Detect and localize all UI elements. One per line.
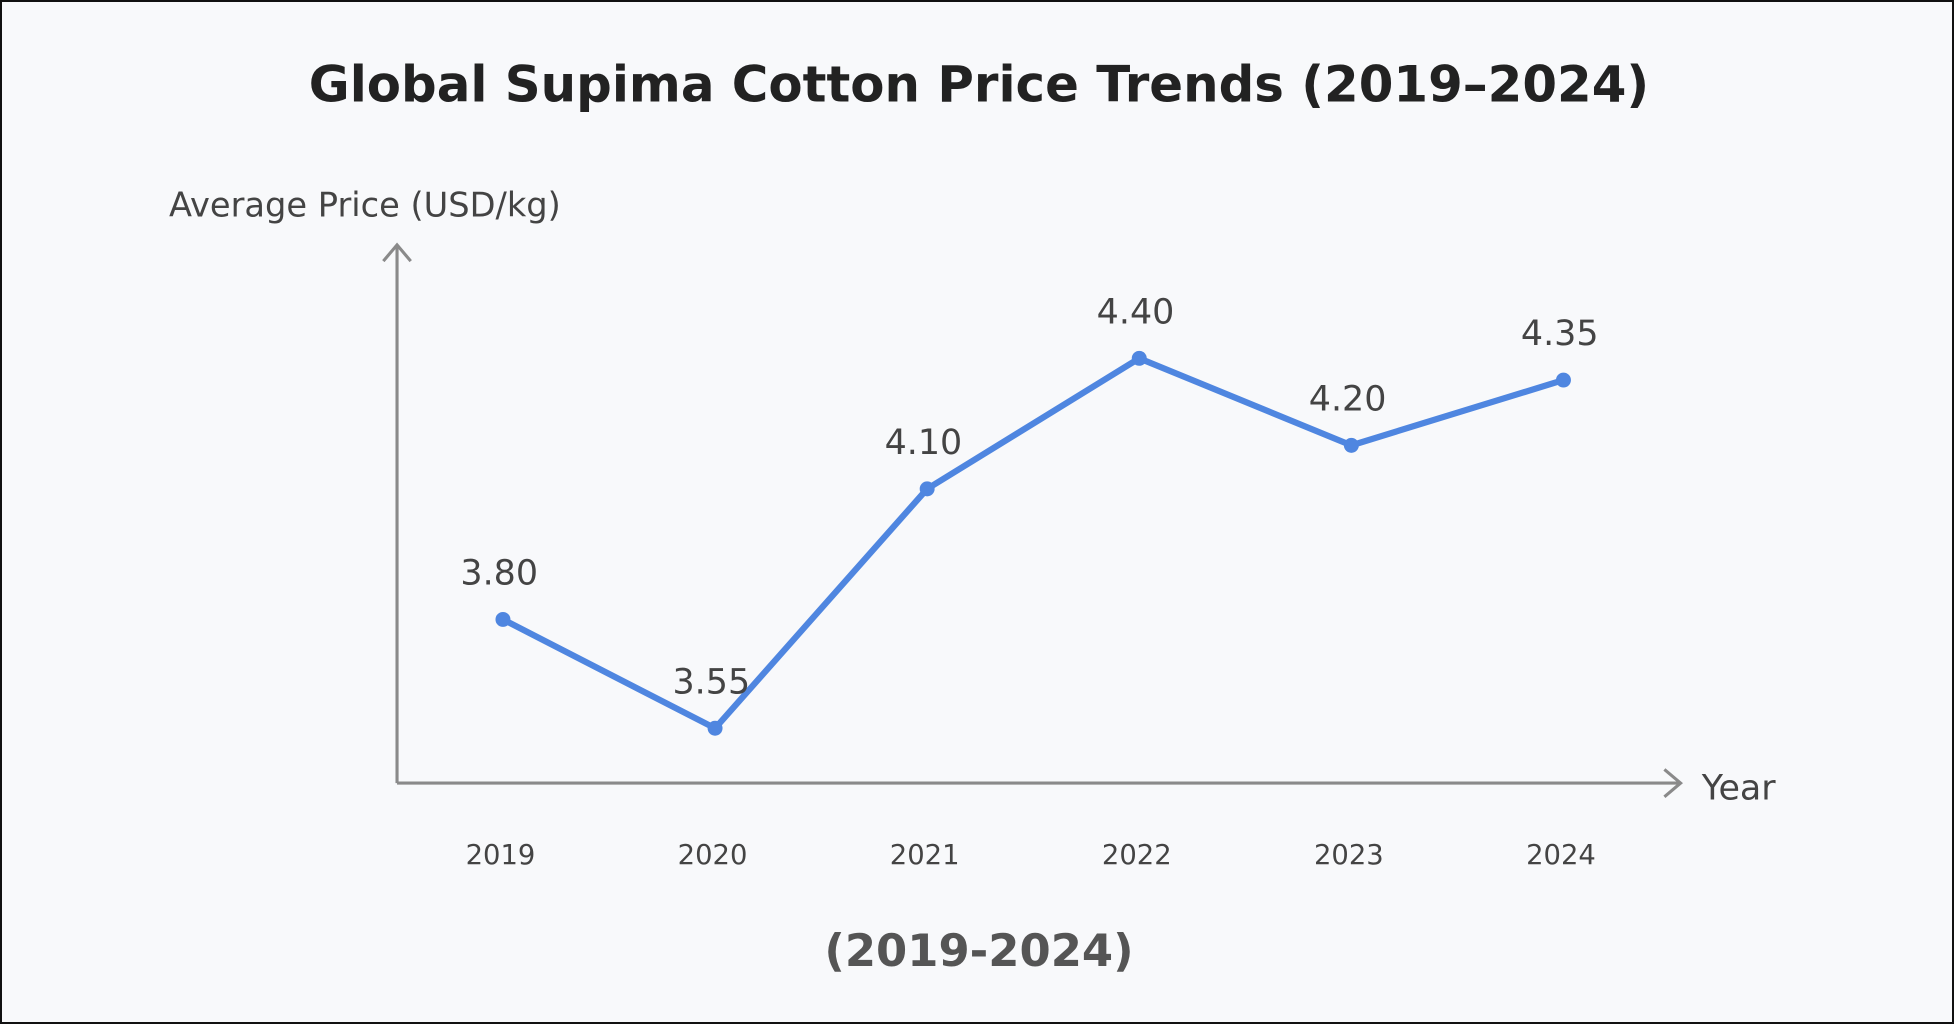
data-point (1131, 350, 1147, 366)
x-tick-label: 2022 (1102, 840, 1172, 871)
data-point (1555, 372, 1571, 388)
x-tick-label: 2019 (466, 840, 536, 871)
y-axis-label: Average Price (USD/kg) (169, 185, 561, 224)
price-line (501, 355, 1565, 732)
x-axis (397, 768, 1684, 798)
chart-title: Global Supima Cotton Price Trends (2019–… (309, 56, 1649, 114)
x-tick-label: 2021 (890, 840, 960, 871)
x-axis-label: Year (1701, 768, 1777, 808)
data-point (495, 611, 511, 627)
data-label: 4.40 (1097, 292, 1175, 332)
data-point (707, 720, 723, 736)
y-axis (382, 242, 412, 784)
chart-subtitle: (2019-2024) (824, 924, 1133, 977)
data-label: 4.20 (1309, 379, 1387, 419)
x-tick-label: 2023 (1314, 840, 1384, 871)
x-tick-label: 2024 (1526, 840, 1596, 871)
data-label: 3.80 (460, 554, 538, 594)
data-label: 4.35 (1521, 314, 1599, 354)
data-label: 4.10 (885, 423, 963, 463)
x-tick-label: 2020 (678, 840, 748, 871)
data-label: 3.55 (672, 662, 750, 702)
data-point (1343, 437, 1359, 453)
data-point (919, 481, 935, 497)
